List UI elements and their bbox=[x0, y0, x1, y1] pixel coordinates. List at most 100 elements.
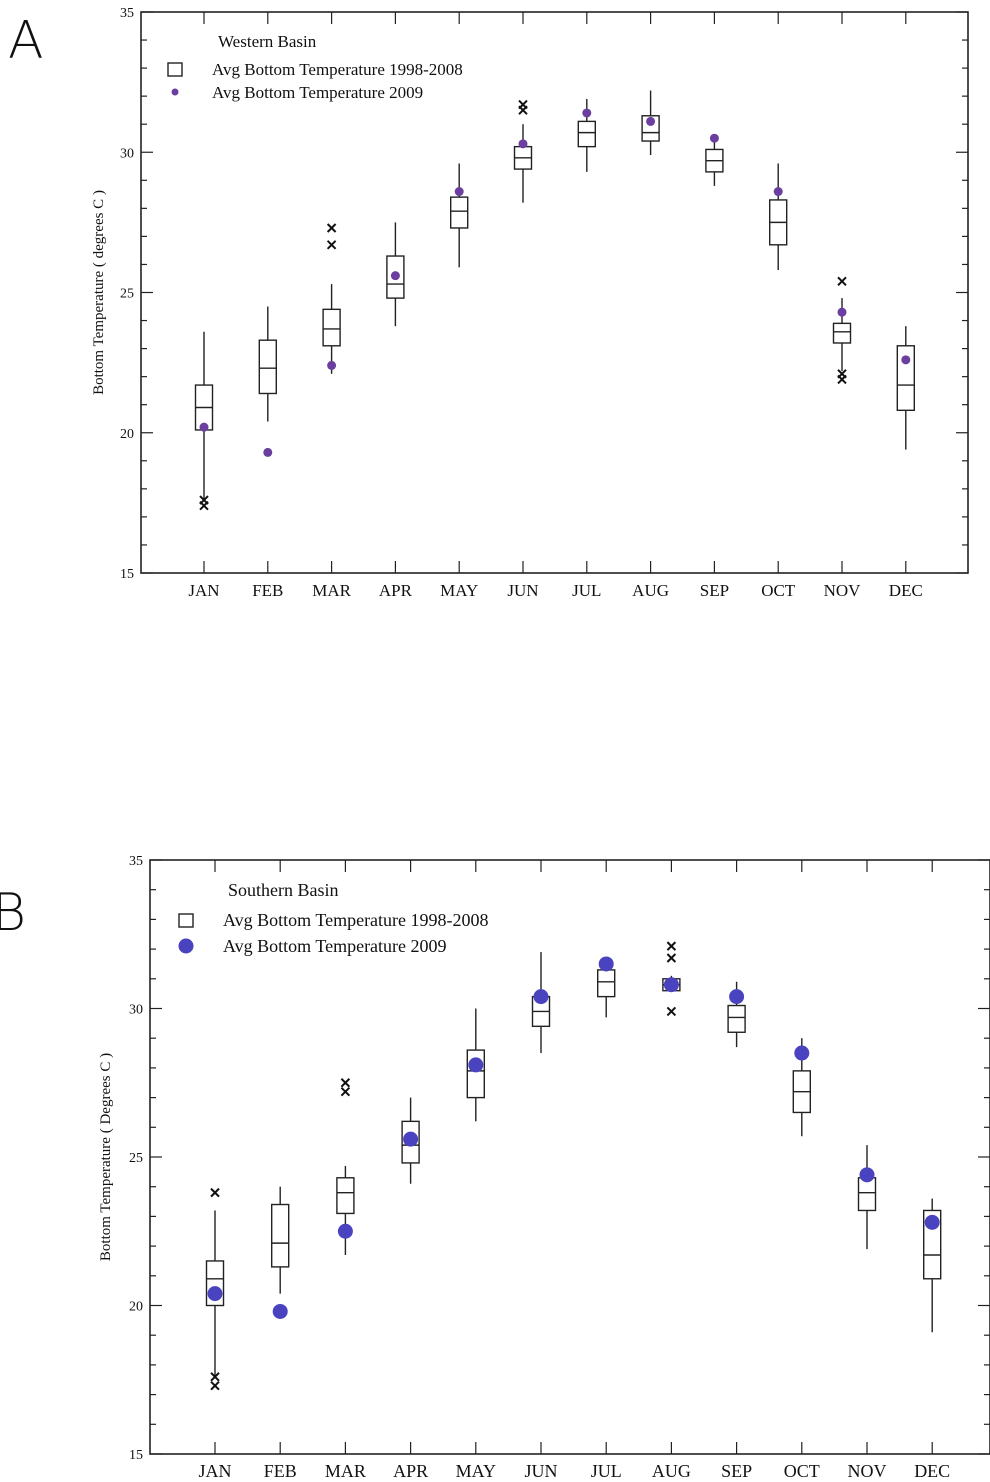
x-tick-label: APR bbox=[393, 1461, 428, 1481]
point-2009-jul bbox=[582, 108, 592, 118]
box-iqr bbox=[896, 345, 915, 412]
point-2009-dec bbox=[901, 355, 911, 365]
x-tick-label: JUN bbox=[524, 1461, 557, 1481]
outlier-marker bbox=[666, 1006, 677, 1017]
point-2009-may bbox=[454, 187, 464, 197]
outlier-marker bbox=[210, 1380, 220, 1391]
outlier-marker bbox=[518, 99, 528, 110]
x-tick-label: JAN bbox=[198, 1461, 231, 1481]
box-iqr bbox=[727, 1004, 746, 1033]
outlier-x-stroke bbox=[666, 941, 677, 951]
box-iqr bbox=[466, 1049, 485, 1099]
point-2009-nov bbox=[859, 1167, 875, 1183]
x-tick-label: AUG bbox=[652, 1461, 691, 1481]
y-tick-label: 15 bbox=[120, 567, 134, 582]
box-oct bbox=[769, 163, 788, 271]
outlier-marker bbox=[340, 1086, 351, 1097]
box-iqr bbox=[923, 1209, 942, 1280]
point-2009-feb bbox=[263, 447, 273, 457]
x-tick-label: MAR bbox=[325, 1461, 366, 1481]
y-tick-label: 20 bbox=[129, 1300, 143, 1315]
box-mar bbox=[336, 1078, 355, 1256]
chart-panel-a: A 15 20 25 30 35 JAN FEB MAR APR MAY JUN JUL AUG SEP OC… bbox=[8, 6, 969, 600]
y-tick-label: 25 bbox=[129, 1151, 143, 1166]
box-jun bbox=[513, 99, 533, 203]
outlier-x-stroke bbox=[340, 1086, 351, 1097]
point-2009-jul bbox=[598, 956, 614, 972]
x-tick-label: NOV bbox=[848, 1461, 887, 1481]
x-tick-label: APR bbox=[379, 581, 413, 600]
outlier-x-stroke bbox=[326, 240, 337, 250]
outlier-marker bbox=[837, 276, 847, 286]
outlier-marker bbox=[340, 1078, 351, 1088]
panel-label: A bbox=[8, 11, 44, 71]
y-axis-label: Bottom Temperature ( degrees C ) bbox=[91, 190, 107, 395]
chart-title: Southern Basin bbox=[228, 880, 339, 900]
point-2009-jun bbox=[518, 139, 528, 149]
box-iqr bbox=[832, 322, 852, 344]
x-tick-label: SEP bbox=[721, 1461, 752, 1481]
point-2009-feb bbox=[272, 1303, 288, 1319]
point-2009-sep bbox=[709, 133, 719, 143]
box-iqr bbox=[597, 969, 616, 998]
box-nov bbox=[857, 1145, 877, 1250]
x-tick-label: AUG bbox=[632, 581, 669, 600]
legend-entry: Avg Bottom Temperature 2009 bbox=[223, 936, 447, 956]
point-2009-oct bbox=[794, 1045, 810, 1061]
outlier-x-stroke bbox=[837, 276, 847, 286]
point-2009-nov bbox=[837, 307, 847, 317]
box-dec bbox=[923, 1198, 942, 1333]
point-2009-apr bbox=[390, 271, 400, 281]
box-jul bbox=[577, 98, 596, 172]
y-tick-label: 25 bbox=[120, 287, 134, 302]
box-feb bbox=[258, 306, 277, 422]
box-iqr bbox=[641, 115, 660, 142]
chart-title: Western Basin bbox=[218, 32, 317, 51]
box-iqr bbox=[386, 255, 405, 299]
legend-point-swatch bbox=[171, 88, 179, 96]
point-2009-oct bbox=[773, 187, 783, 197]
point-2009-apr bbox=[403, 1131, 419, 1147]
outlier-marker bbox=[210, 1187, 220, 1198]
legend-entry: Avg Bottom Temperature 1998-2008 bbox=[212, 60, 463, 79]
box-iqr bbox=[577, 120, 596, 148]
x-tick-label: JUL bbox=[572, 581, 601, 600]
outlier-x-stroke bbox=[666, 953, 677, 963]
x-tick-label: MAY bbox=[440, 581, 478, 600]
outlier-marker bbox=[210, 1372, 220, 1382]
outlier-x-stroke bbox=[666, 1006, 677, 1017]
legend-box-swatch bbox=[167, 62, 183, 77]
point-2009-mar bbox=[337, 1223, 353, 1239]
x-tick-label: FEB bbox=[264, 1461, 297, 1481]
box-iqr bbox=[336, 1177, 355, 1215]
y-tick-label: 30 bbox=[120, 146, 134, 161]
point-2009-jan bbox=[199, 422, 209, 432]
legend-box-swatch bbox=[178, 913, 194, 928]
x-tick-label: MAR bbox=[312, 581, 351, 600]
x-tick-label: JUL bbox=[591, 1461, 622, 1481]
legend: Southern Basin Avg Bottom Temperature 199… bbox=[178, 880, 489, 956]
point-2009-aug bbox=[663, 977, 679, 993]
outlier-marker bbox=[666, 941, 677, 951]
y-tick-label: 30 bbox=[129, 1003, 143, 1018]
box-jan bbox=[205, 1187, 225, 1391]
box-sep bbox=[705, 135, 724, 186]
x-tick-label: OCT bbox=[784, 1461, 820, 1481]
legend-entry: Avg Bottom Temperature 1998-2008 bbox=[223, 910, 489, 930]
box-iqr bbox=[205, 1260, 225, 1307]
point-2009-jun bbox=[533, 989, 549, 1005]
x-tick-label: DEC bbox=[914, 1461, 950, 1481]
x-tick-label: MAY bbox=[456, 1461, 496, 1481]
box-dec bbox=[896, 326, 915, 450]
point-2009-dec bbox=[924, 1214, 940, 1230]
box-iqr bbox=[271, 1203, 290, 1268]
outlier-x-stroke bbox=[210, 1380, 220, 1391]
box-nov bbox=[832, 276, 852, 385]
point-2009-mar bbox=[327, 360, 337, 370]
outlier-marker bbox=[199, 495, 209, 505]
box-iqr bbox=[450, 196, 469, 229]
x-tick-label: JUN bbox=[507, 581, 538, 600]
outlier-marker bbox=[666, 953, 677, 963]
chart-panel-b: B 15 20 25 30 35 JAN FEB MAR APR MAY JUN JUL AUG SEP OC… bbox=[0, 854, 990, 1481]
